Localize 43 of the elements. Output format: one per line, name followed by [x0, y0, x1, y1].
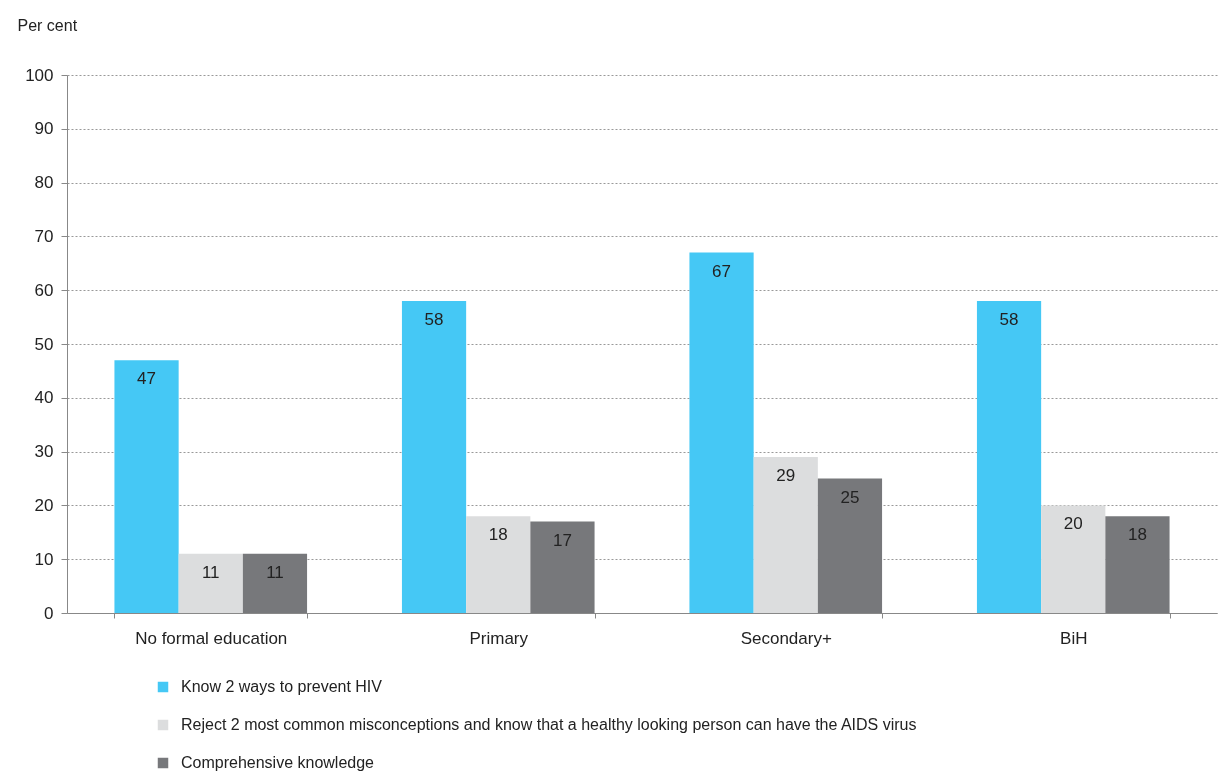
- y-axis-title: Per cent: [17, 16, 78, 34]
- y-tick-label: 90: [34, 119, 54, 139]
- y-tick-label: 0: [44, 603, 54, 623]
- data-label: 11: [201, 562, 220, 582]
- y-tick-label: 50: [34, 334, 54, 354]
- bar: [1105, 516, 1170, 613]
- bar: [178, 553, 243, 613]
- legend-label: Know 2 ways to prevent HIV: [181, 678, 383, 695]
- y-tick-label: 10: [34, 549, 54, 569]
- x-tick-label: No formal education: [135, 628, 288, 648]
- y-tick-label: 60: [34, 280, 54, 300]
- legend-label: Reject 2 most common misconceptions and know that a healthy looking person can have the AIDS virus: [181, 716, 917, 733]
- data-label: 58: [424, 309, 444, 329]
- data-label: 18: [1128, 525, 1147, 545]
- data-label: 17: [553, 530, 572, 550]
- bar: [466, 516, 531, 613]
- data-label: 25: [840, 487, 860, 507]
- data-label: 29: [776, 465, 796, 485]
- data-label: 11: [266, 562, 284, 582]
- data-label: 47: [137, 369, 156, 389]
- x-tick-label: Secondary+: [740, 628, 832, 648]
- y-tick-label: 100: [25, 65, 54, 85]
- y-tick-label: 30: [34, 442, 54, 462]
- x-tick-label: Primary: [469, 628, 529, 648]
- data-label: 20: [1063, 514, 1083, 534]
- bar: [242, 553, 308, 613]
- bar: [976, 300, 1042, 613]
- data-label: 58: [999, 309, 1019, 329]
- x-tick-label: BiH: [1060, 628, 1088, 648]
- bar: [817, 478, 883, 613]
- data-label: 18: [488, 525, 508, 545]
- bar: [753, 456, 818, 613]
- y-tick-label: 20: [34, 495, 54, 515]
- data-label: 67: [712, 261, 731, 281]
- bar: [530, 521, 595, 613]
- y-tick-label: 40: [34, 388, 54, 408]
- bar: [114, 360, 179, 613]
- y-tick-label: 80: [34, 173, 54, 193]
- legend-label: Comprehensive knowledge: [181, 754, 375, 771]
- y-tick-label: 70: [34, 226, 54, 246]
- bar: [401, 300, 467, 613]
- bar: [689, 252, 754, 613]
- bar: [1041, 505, 1106, 613]
